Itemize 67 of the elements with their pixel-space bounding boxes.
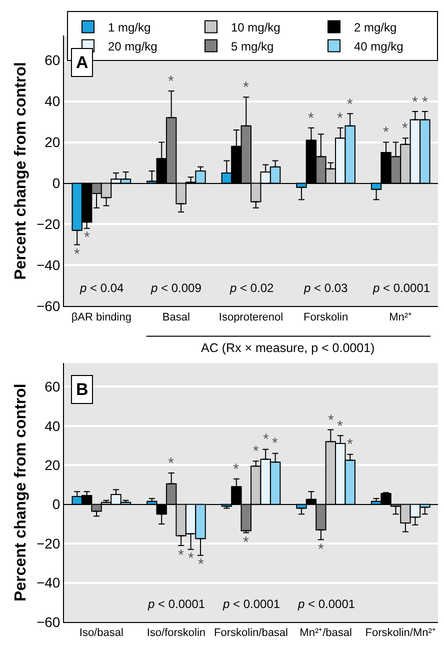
- y-tick-label: −60: [36, 614, 60, 630]
- y-tick-label: 60: [44, 378, 60, 395]
- legend-label: 10 mg/kg: [231, 20, 280, 34]
- annotation: p < 0.009: [150, 281, 202, 295]
- data-label: *: [198, 556, 204, 573]
- data-label: *: [168, 73, 174, 90]
- y-tick-label: −20: [36, 535, 60, 552]
- data-label: *: [243, 79, 249, 96]
- data-label: *: [233, 461, 239, 478]
- annotation: B: [76, 380, 88, 399]
- legend-label: 20 mg/kg: [108, 39, 158, 54]
- data-label: *: [178, 547, 184, 564]
- data-label: *: [84, 229, 90, 246]
- data-label: *: [402, 120, 408, 137]
- y-tick-label: 40: [44, 418, 60, 434]
- data-label: *: [337, 110, 343, 127]
- data-label: *: [253, 443, 259, 460]
- data-label: *: [347, 436, 353, 453]
- text: AC (Rx × measure, p < 0.0001): [201, 341, 375, 355]
- y-tick-label: −40: [36, 574, 60, 591]
- annotation: p < 0.03: [303, 281, 348, 295]
- annotation: p < 0.02: [229, 281, 274, 295]
- data-label: *: [74, 246, 80, 263]
- legend-label: 5 mg/kg: [231, 39, 274, 54]
- annotation: p < 0.0001: [297, 597, 356, 611]
- data-label: *: [263, 431, 269, 448]
- annotation: p < 0.0001: [147, 597, 206, 611]
- data-label: *: [272, 435, 278, 452]
- data-label: *: [308, 110, 314, 127]
- x-tick-label: Forskolin/Mn²⁺: [365, 627, 436, 640]
- annotation: p < 0.0001: [372, 281, 430, 295]
- y-tick-label: 0: [52, 175, 60, 192]
- data-label: *: [318, 541, 324, 558]
- legend-label: 2 mg/kg: [354, 20, 397, 34]
- y-tick-label: 20: [44, 457, 60, 474]
- y-tick-label: 40: [44, 93, 60, 110]
- y-axis-title: Percent change from control: [12, 62, 30, 280]
- annotation: p < 0.04: [79, 281, 124, 295]
- y-tick-label: 20: [44, 134, 60, 150]
- x-tick-label: Forskolin/basal: [214, 627, 288, 640]
- data-label: *: [188, 550, 194, 567]
- annotation: p < 0.0001: [222, 597, 280, 611]
- x-tick-label: βAR binding: [71, 311, 132, 324]
- legend-label: 1 mg/kg: [108, 20, 151, 34]
- data-label: *: [383, 124, 389, 141]
- data-label: *: [328, 412, 334, 429]
- x-tick-label: Basal: [162, 311, 190, 324]
- legend-label: 40 mg/kg: [354, 39, 404, 54]
- data-label: *: [422, 94, 428, 111]
- data-label: *: [243, 534, 249, 551]
- data-label: *: [337, 418, 343, 435]
- y-tick-label: −60: [36, 298, 60, 314]
- y-tick-label: 0: [52, 496, 60, 512]
- y-tick-label: −20: [36, 216, 60, 232]
- x-tick-label: Iso/forskolin: [146, 627, 206, 640]
- x-tick-label: Isoproterenol: [218, 311, 284, 324]
- data-label: *: [412, 94, 418, 111]
- data-label: *: [168, 455, 174, 472]
- y-tick-label: −40: [36, 257, 60, 274]
- x-tick-label: Mn²⁺/basal: [300, 627, 352, 640]
- x-tick-label: Forskolin: [303, 311, 348, 324]
- y-tick-label: 60: [44, 52, 60, 68]
- data-label: *: [347, 96, 353, 113]
- annotation: A: [76, 53, 88, 72]
- x-tick-label: Iso/basal: [79, 627, 124, 640]
- x-tick-label: Mn²⁺: [389, 311, 412, 324]
- y-axis-title: Percent change from control: [12, 384, 30, 602]
